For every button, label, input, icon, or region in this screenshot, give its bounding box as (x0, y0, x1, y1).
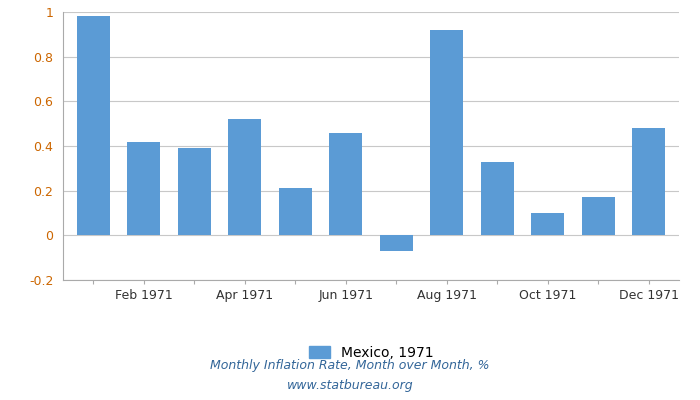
Bar (380, 235, 413, 251)
Bar (77, 16, 110, 235)
Text: Monthly Inflation Rate, Month over Month, %: Monthly Inflation Rate, Month over Month… (210, 360, 490, 372)
Legend: Mexico, 1971: Mexico, 1971 (309, 346, 433, 360)
Text: www.statbureau.org: www.statbureau.org (287, 380, 413, 392)
Bar (582, 197, 615, 235)
Bar (531, 213, 564, 235)
Bar (481, 162, 514, 235)
Bar (632, 128, 665, 235)
Bar (279, 188, 312, 235)
Bar (228, 119, 261, 235)
Bar (178, 148, 211, 235)
Bar (127, 142, 160, 235)
Bar (329, 132, 362, 235)
Bar (430, 30, 463, 235)
